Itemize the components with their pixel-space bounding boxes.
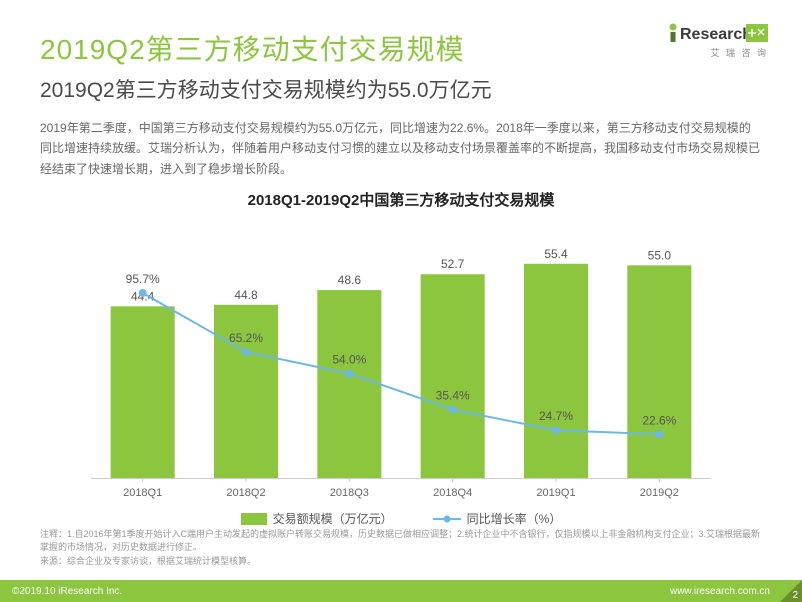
page-subtitle: 2019Q2第三方移动支付交易规模约为55.0万亿元 [40,74,762,104]
line-marker [242,348,250,356]
svg-text:Research: Research [680,26,752,43]
legend-line: 同比增长率（%） [433,510,562,527]
page-description: 2019年第二季度，中国第三方移动支付交易规模约为55.0万亿元，同比增速为22… [40,118,762,179]
page-number: 2 [792,590,798,601]
brand-sub: 艾 瑞 咨 询 [668,46,768,59]
page-corner [780,580,802,602]
chart-legend: 交易额规模（万亿元） 同比增长率（%） [40,510,762,527]
category-label: 2018Q2 [226,487,265,499]
bar [627,266,691,479]
footnote-1: 注释：1.自2016年第1季度开始计入C端用户主动发起的虚拟账户转账交易规模，历… [40,528,762,555]
legend-swatch-line [433,518,461,520]
chart-title: 2018Q1-2019Q2中国第三方移动支付交易规模 [40,189,762,210]
category-label: 2018Q1 [123,487,162,499]
line-value-label: 22.6% [642,413,676,427]
bar [111,306,175,478]
footer-site: www.iresearch.com.cn [670,586,770,597]
category-label: 2019Q1 [536,487,575,499]
footer-copyright: ©2019.10 iResearch Inc. [12,586,122,597]
bar-value-label: 44.8 [234,288,258,302]
footer-bar: ©2019.10 iResearch Inc. www.iresearch.co… [0,580,802,602]
chart-svg: 44.42018Q144.82018Q248.62018Q352.72018Q4… [61,216,741,506]
line-marker [345,370,353,378]
page-title: 2019Q2第三方移动支付交易规模 [40,28,762,68]
line-marker [552,426,560,434]
line-marker [449,406,457,414]
bar-value-label: 55.4 [544,247,568,261]
legend-line-label: 同比增长率（%） [467,510,562,527]
brand-logo: Research 艾 瑞 咨 询 [668,22,768,59]
line-marker [139,289,147,297]
chart-container: 2018Q1-2019Q2中国第三方移动支付交易规模 44.42018Q144.… [40,189,762,527]
bar [524,264,588,478]
category-label: 2018Q4 [433,487,472,499]
bar [421,274,485,478]
line-value-label: 35.4% [436,389,470,403]
line-value-label: 54.0% [332,353,366,367]
line-value-label: 24.7% [539,409,573,423]
category-label: 2019Q2 [640,487,679,499]
footnote-2: 来源：综合企业及专家访谈，根据艾瑞统计模型核算。 [40,555,762,569]
legend-bar-label: 交易额规模（万亿元） [273,510,393,527]
line-value-label: 65.2% [229,331,263,345]
category-label: 2018Q3 [330,487,369,499]
bar-value-label: 55.0 [648,249,672,263]
line-marker [655,430,663,438]
legend-bars: 交易额规模（万亿元） [241,510,393,527]
bar-value-label: 52.7 [441,257,465,271]
bar [317,290,381,478]
legend-swatch-bar [241,513,267,525]
line-value-label: 95.7% [126,272,160,286]
bar-value-label: 48.6 [338,273,362,287]
footnotes: 注释：1.自2016年第1季度开始计入C端用户主动发起的虚拟账户转账交易规模，历… [40,528,762,569]
